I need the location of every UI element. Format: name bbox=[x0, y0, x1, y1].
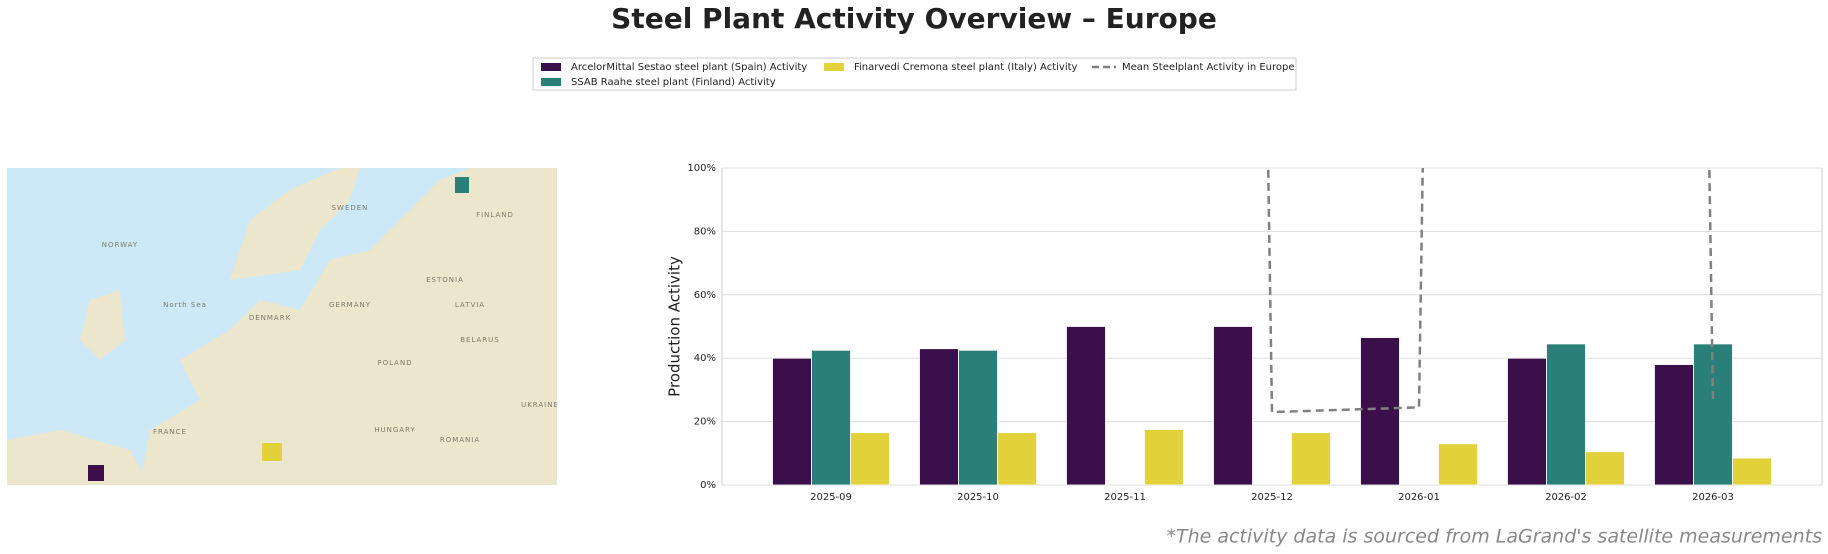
legend-label: Mean Steelplant Activity in Europe bbox=[1122, 62, 1295, 73]
plant-icon bbox=[455, 177, 469, 193]
land bbox=[7, 430, 150, 485]
map-label: ROMANIA bbox=[440, 436, 480, 444]
y-tick-label: 0% bbox=[700, 480, 716, 491]
bar bbox=[1144, 429, 1184, 485]
bar bbox=[1213, 326, 1253, 485]
legend-swatch bbox=[541, 63, 561, 71]
y-tick-label: 20% bbox=[694, 417, 716, 428]
plot-area bbox=[772, 168, 1772, 485]
bar bbox=[1585, 451, 1625, 485]
map: NORWAY SWEDEN FINLAND North Sea DENMARK GERMA… bbox=[7, 168, 559, 485]
x-tick-label: 2025-12 bbox=[1251, 492, 1293, 503]
bar bbox=[1546, 343, 1586, 485]
legend-box bbox=[532, 57, 1297, 91]
y-tick-label: 60% bbox=[694, 290, 716, 301]
bar bbox=[1507, 357, 1547, 485]
map-label: North Sea bbox=[163, 301, 207, 309]
plant-icon bbox=[88, 465, 104, 481]
plant-icon bbox=[262, 443, 282, 461]
bar bbox=[811, 349, 851, 485]
bar bbox=[1438, 443, 1478, 485]
map-label: POLAND bbox=[377, 359, 412, 367]
map-label: BELARUS bbox=[460, 336, 500, 344]
map-label: GERMANY bbox=[329, 301, 371, 309]
map-label: HUNGARY bbox=[374, 426, 416, 434]
footnote: *The activity data is sourced from LaGra… bbox=[1166, 526, 1822, 548]
bar bbox=[772, 357, 812, 485]
y-tick-label: 80% bbox=[694, 226, 716, 237]
map-label: DENMARK bbox=[249, 314, 291, 322]
legend-label: ArcelorMittal Sestao steel plant (Spain)… bbox=[571, 62, 807, 73]
x-tick-label: 2026-02 bbox=[1545, 492, 1587, 503]
x-tick-label: 2025-09 bbox=[810, 492, 852, 503]
land bbox=[80, 290, 125, 360]
x-tick-label: 2025-10 bbox=[957, 492, 999, 503]
x-tick-label: 2026-01 bbox=[1398, 492, 1440, 503]
map-label: LATVIA bbox=[455, 301, 485, 309]
bar bbox=[1732, 457, 1772, 485]
map-label: ESTONIA bbox=[426, 276, 464, 284]
land bbox=[140, 168, 557, 485]
map-label: FINLAND bbox=[476, 211, 514, 219]
legend-swatch bbox=[824, 63, 844, 71]
bar bbox=[1291, 432, 1331, 485]
y-axis-label: Production Activity bbox=[666, 256, 684, 397]
legend-label: Finarvedi Cremona steel plant (Italy) Ac… bbox=[854, 62, 1078, 73]
x-tick-label: 2025-11 bbox=[1104, 492, 1146, 503]
legend-label: SSAB Raahe steel plant (Finland) Activit… bbox=[571, 77, 776, 88]
bar bbox=[997, 432, 1037, 485]
bar bbox=[958, 349, 998, 485]
bar bbox=[850, 432, 890, 485]
map-label: FRANCE bbox=[153, 428, 187, 436]
y-tick-label: 100% bbox=[687, 163, 716, 174]
map-label: SWEDEN bbox=[332, 204, 369, 212]
bar bbox=[1066, 326, 1106, 485]
bar bbox=[1654, 364, 1694, 485]
chart-title: Steel Plant Activity Overview – Europe bbox=[611, 2, 1217, 35]
land bbox=[230, 168, 360, 280]
x-tick-label: 2026-03 bbox=[1692, 492, 1734, 503]
map-label: NORWAY bbox=[102, 241, 138, 249]
y-tick-label: 40% bbox=[694, 353, 716, 364]
bar bbox=[919, 348, 959, 485]
map-label: UKRAINE bbox=[521, 401, 559, 409]
legend-swatch bbox=[541, 78, 561, 86]
bar bbox=[1360, 337, 1400, 485]
